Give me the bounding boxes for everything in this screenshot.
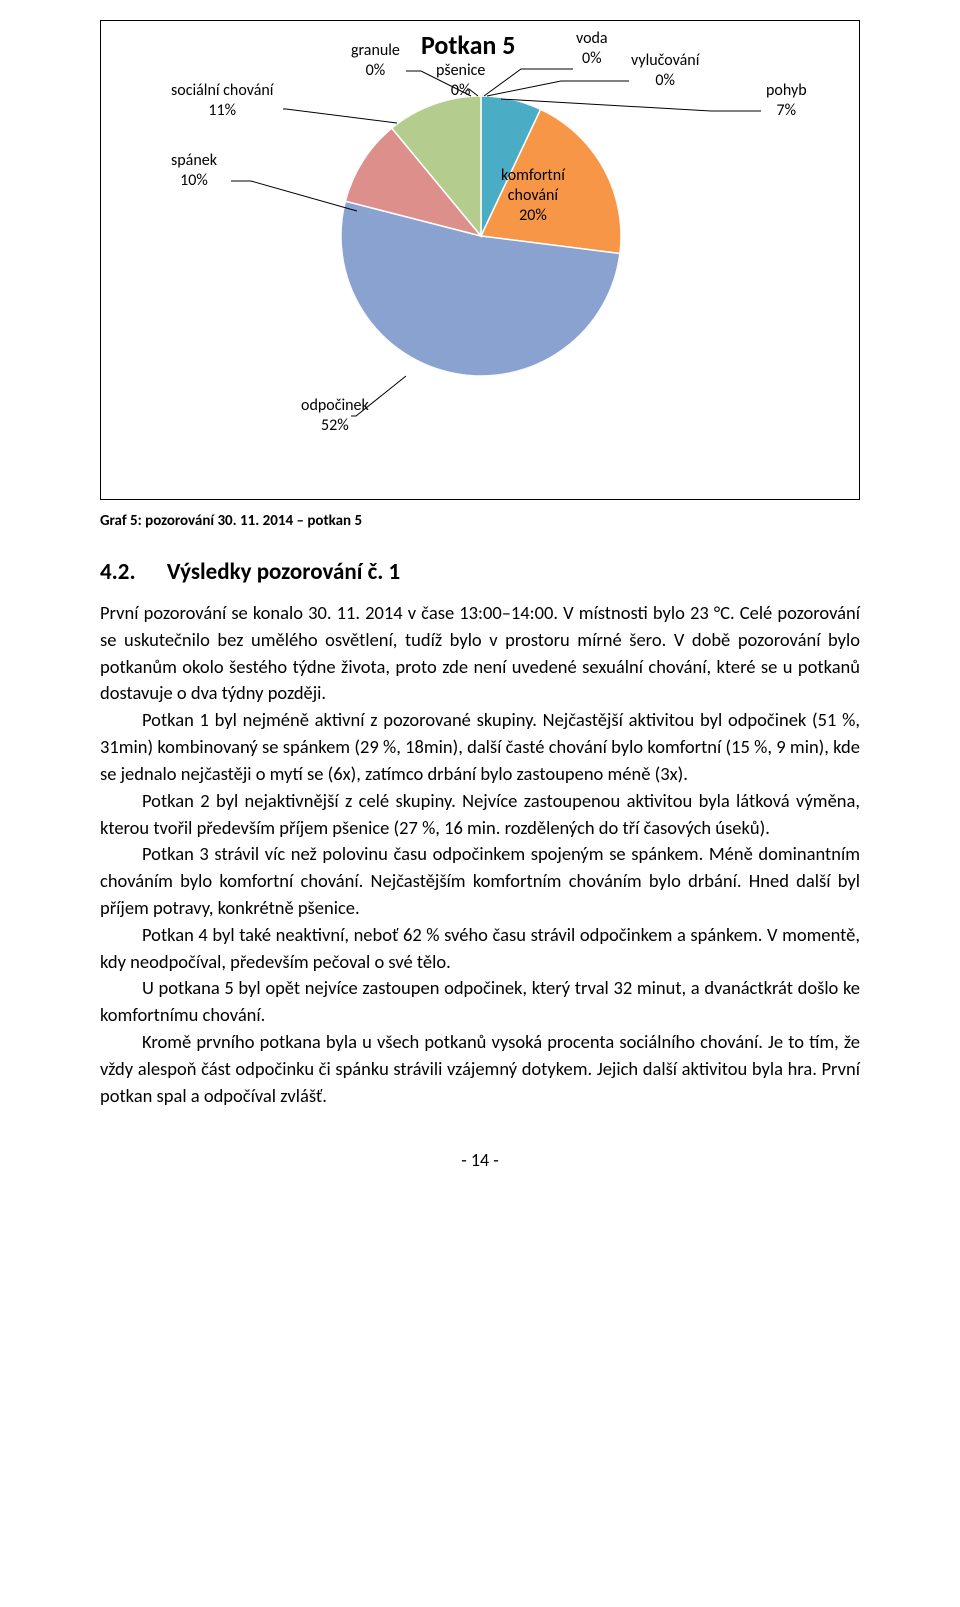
leader-lines (101, 21, 861, 501)
page-number: - 14 - (100, 1149, 860, 1171)
pie-chart-container: Potkan 5 voda0% vylučování0% pohyb7% kom… (100, 20, 860, 500)
section-heading: 4.2. Výsledky pozorování č. 1 (100, 558, 860, 586)
body-text: První pozorování se konalo 30. 11. 2014 … (100, 600, 860, 1109)
heading-text: Výsledky pozorování č. 1 (167, 558, 400, 586)
paragraph-6: U potkana 5 byl opět nejvíce zastoupen o… (100, 975, 860, 1029)
paragraph-2: Potkan 1 byl nejméně aktivní z pozorovan… (100, 707, 860, 787)
paragraph-7: Kromě prvního potkana byla u všech potka… (100, 1029, 860, 1109)
heading-number: 4.2. (100, 558, 136, 586)
paragraph-5: Potkan 4 byl také neaktivní, neboť 62 % … (100, 922, 860, 976)
paragraph-1: První pozorování se konalo 30. 11. 2014 … (100, 600, 860, 707)
paragraph-3: Potkan 2 byl nejaktivnější z celé skupin… (100, 788, 860, 842)
paragraph-4: Potkan 3 strávil víc než polovinu času o… (100, 841, 860, 921)
chart-caption: Graf 5: pozorování 30. 11. 2014 – potkan… (100, 512, 860, 530)
